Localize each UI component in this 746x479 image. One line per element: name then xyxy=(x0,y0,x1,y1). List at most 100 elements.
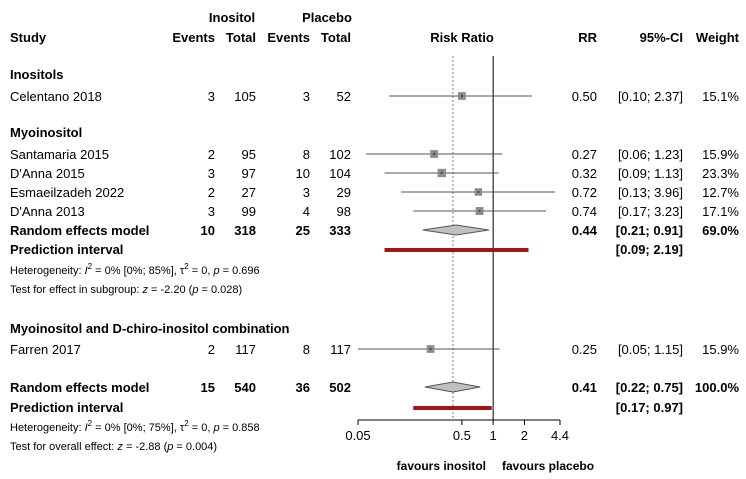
test-z-symbol: z xyxy=(141,284,148,296)
prediction-label: Prediction interval xyxy=(10,400,123,415)
het-i2-value: = 0% [0%; 85%], xyxy=(92,265,180,277)
ci-value: [0.09; 1.13] xyxy=(618,166,683,181)
events-placebo: 10 xyxy=(296,166,310,181)
weight-value: 69.0% xyxy=(702,223,739,238)
weight-value: 100.0% xyxy=(695,380,740,395)
weight-value: 17.1% xyxy=(702,204,739,219)
test-z-symbol: z xyxy=(116,441,123,453)
header-total-2: Total xyxy=(321,30,351,45)
prediction-interval-bar xyxy=(384,248,529,252)
total-inositol: 97 xyxy=(242,166,256,181)
het-tau-symbol: τ xyxy=(180,265,185,277)
events-inositol: 2 xyxy=(208,185,215,200)
events-placebo: 25 xyxy=(296,223,310,238)
events-inositol: 2 xyxy=(208,342,215,357)
events-inositol: 3 xyxy=(208,166,215,181)
header-study: Study xyxy=(10,30,47,45)
het-p-symbol: p xyxy=(212,422,219,434)
study-row: Farren 2017 2 117 8 117 0.25 [0.05; 1.15… xyxy=(10,342,739,357)
x-tick-label: 0.5 xyxy=(453,428,471,443)
header-rr: RR xyxy=(578,30,597,45)
weight-value: 23.3% xyxy=(702,166,739,181)
study-name: Celentano 2018 xyxy=(10,89,102,104)
x-tick-label: 4.4 xyxy=(551,428,569,443)
study-name: Farren 2017 xyxy=(10,342,81,357)
prediction-interval-bar xyxy=(413,406,492,410)
events-placebo: 8 xyxy=(303,147,310,162)
total-placebo: 98 xyxy=(337,204,351,219)
study-row: Santamaria 2015 2 95 8 102 0.27 [0.06; 1… xyxy=(10,147,739,162)
study-row: D'Anna 2013 3 99 4 98 0.74 [0.17; 3.23] … xyxy=(10,204,739,219)
ci-value: [0.22; 0.75] xyxy=(616,380,683,395)
ci-value: [0.10; 2.37] xyxy=(618,89,683,104)
prediction-ci: [0.17; 0.97] xyxy=(616,400,683,415)
test-z-value: = -2.20 ( xyxy=(148,284,193,296)
total-inositol: 105 xyxy=(234,89,256,104)
total-inositol: 117 xyxy=(235,342,256,357)
total-placebo: 333 xyxy=(329,223,351,238)
x-left-label: favours inositol xyxy=(397,459,486,473)
total-placebo: 502 xyxy=(329,380,351,395)
header-weight: Weight xyxy=(696,30,740,45)
ci-value: [0.05; 1.15] xyxy=(618,342,683,357)
weight-value: 15.9% xyxy=(702,147,739,162)
events-inositol: 3 xyxy=(208,204,215,219)
het-prefix: Heterogeneity: xyxy=(10,265,85,277)
header-risk-ratio: Risk Ratio xyxy=(430,30,494,45)
test-p-symbol: p xyxy=(166,441,173,453)
het-superscript: 2 xyxy=(88,262,93,271)
pooled-label: Random effects model xyxy=(10,223,149,238)
total-inositol: 99 xyxy=(242,204,256,219)
ci-value: [0.21; 0.91] xyxy=(616,223,683,238)
ci-value: [0.17; 3.23] xyxy=(618,204,683,219)
header-events-1: Events xyxy=(172,30,215,45)
study-name: Esmaeilzadeh 2022 xyxy=(10,185,124,200)
header-group2: Placebo xyxy=(302,10,352,25)
events-placebo: 4 xyxy=(303,204,310,219)
x-tick-label: 0.05 xyxy=(345,428,370,443)
pooled-row: Random effects model 10 318 25 333 0.44 … xyxy=(10,223,739,238)
total-placebo: 52 xyxy=(337,89,351,104)
events-placebo: 8 xyxy=(303,342,310,357)
rr-value: 0.41 xyxy=(572,380,597,395)
x-tick-label: 1 xyxy=(490,428,497,443)
rr-value: 0.25 xyxy=(572,342,597,357)
pooled-diamond xyxy=(422,224,489,236)
study-name: D'Anna 2015 xyxy=(10,166,85,181)
subgroup-title: Inositols xyxy=(10,67,63,82)
prediction-row: Prediction interval [0.09; 2.19] xyxy=(10,242,683,257)
total-inositol: 318 xyxy=(234,223,256,238)
rr-value: 0.44 xyxy=(572,223,598,238)
total-placebo: 29 xyxy=(337,185,351,200)
x-right-label: favours placebo xyxy=(502,459,594,473)
pooled-diamond xyxy=(424,381,481,393)
test-p-value: = 0.004) xyxy=(173,441,217,453)
het-tau-superscript: 2 xyxy=(184,262,189,271)
ci-value: [0.06; 1.23] xyxy=(618,147,683,162)
study-name: D'Anna 2013 xyxy=(10,204,85,219)
total-placebo: 117 xyxy=(330,342,351,357)
study-row: Esmaeilzadeh 2022 2 27 3 29 0.72 [0.13; … xyxy=(10,185,739,200)
prediction-label: Prediction interval xyxy=(10,242,123,257)
rr-value: 0.27 xyxy=(572,147,597,162)
het-p-value: = 0.858 xyxy=(220,422,260,434)
events-placebo: 36 xyxy=(296,380,310,395)
header-events-2: Events xyxy=(267,30,310,45)
study-row: D'Anna 2015 3 97 10 104 0.32 [0.09; 1.13… xyxy=(10,166,739,181)
overall-test-text: Test for overall effect: z = -2.88 (p = … xyxy=(10,441,217,453)
header-ci: 95%-CI xyxy=(640,30,683,45)
test-p-symbol: p xyxy=(191,284,198,296)
overall-heterogeneity-text: Heterogeneity: I2 = 0% [0%; 75%], τ2 = 0… xyxy=(10,419,260,434)
het-tau-symbol: τ xyxy=(180,422,185,434)
total-placebo: 104 xyxy=(329,166,351,181)
overall-prediction-row: Prediction interval [0.17; 0.97] xyxy=(10,400,683,415)
total-inositol: 95 xyxy=(242,147,256,162)
study-row: Celentano 2018 3 105 3 52 0.50 [0.10; 2.… xyxy=(10,89,739,104)
subgroup-title: Myoinositol and D-chiro-inositol combina… xyxy=(10,321,290,336)
events-inositol: 15 xyxy=(201,380,215,395)
het-p-symbol: p xyxy=(212,265,219,277)
events-inositol: 3 xyxy=(208,89,215,104)
het-i2-value: = 0% [0%; 75%], xyxy=(92,422,180,434)
het-i-symbol: I xyxy=(85,422,88,434)
